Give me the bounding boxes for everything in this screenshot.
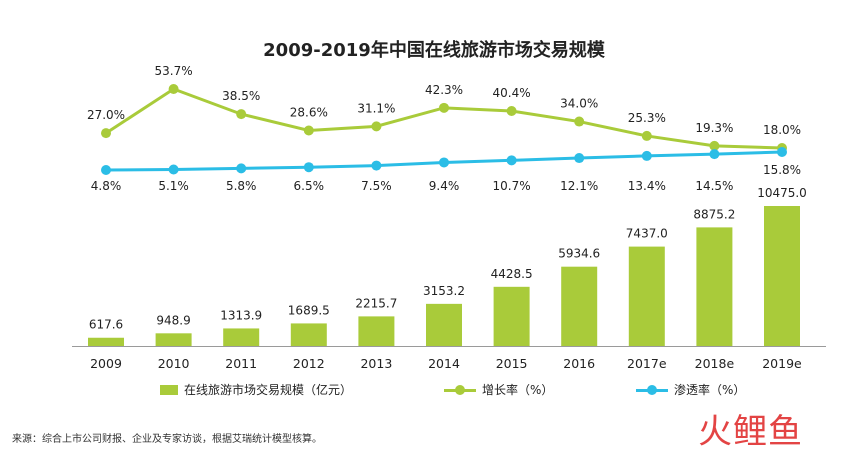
penetration-point-2009 [101,165,111,175]
bar-2014 [426,303,462,346]
growth-label-2016: 34.0% [560,97,598,111]
penetration-label-2019e: 15.8% [763,163,801,177]
penetration-label-2010: 5.1% [158,179,189,193]
bar-label-2013: 2215.7 [355,296,397,310]
penetration-label-2018e: 14.5% [695,179,733,193]
legend-label-growth: 增长率（%） [482,383,554,397]
growth-line [105,87,783,150]
penetration-label-2013: 7.5% [361,179,392,193]
legend-swatch-growth [444,384,476,396]
x-tick-2009: 2009 [90,356,122,371]
growth-point-2016 [574,116,585,127]
x-tick-2010: 2010 [158,356,190,371]
penetration-point-2011 [236,163,247,174]
legend-swatch-penetration [636,384,668,396]
penetration-point-2010 [168,164,179,175]
growth-label-2014: 42.3% [425,83,463,97]
x-tick-2019e: 2019e [762,356,802,371]
x-tick-2014: 2014 [428,356,460,371]
bar-2013 [358,316,395,346]
growth-point-2012 [303,125,314,136]
growth-label-2018e: 19.3% [695,121,733,135]
bar-label-2019e: 10475.0 [757,186,807,200]
penetration-label-2011: 5.8% [226,179,257,193]
bar-2016 [561,266,598,346]
legend-item-growth: 增长率（%） [444,381,553,398]
legend-label-penetration: 渗透率（%） [674,383,746,397]
source-note: 来源：综合上市公司财报、企业及专家访谈，根据艾瑞统计模型核算。 [12,434,322,445]
penetration-point-2017e [641,150,652,161]
bar-label-2014: 3153.2 [423,284,465,298]
brand-logo: 火鲤鱼 [698,412,803,452]
growth-point-2014 [439,102,449,113]
bar-2012 [290,323,327,346]
penetration-point-2018e [709,149,720,160]
penetration-point-2015 [506,155,517,166]
penetration-point-2014 [439,157,449,168]
bar-label-2015: 4428.5 [491,267,533,281]
bar-2010 [155,333,192,346]
bar-2009 [88,337,124,346]
growth-point-2010 [168,84,179,94]
legend-label-bar: 在线旅游市场交易规模（亿元） [184,383,353,397]
bar-label-2011: 1313.9 [220,308,262,322]
growth-point-2011 [236,109,247,120]
growth-label-2012: 28.6% [290,105,328,119]
bar-2017e [628,246,665,346]
bar-label-2018e: 8875.2 [693,207,735,221]
bar-label-2017e: 7437.0 [626,227,668,241]
x-tick-2016: 2016 [563,356,595,371]
growth-label-2011: 38.5% [222,89,260,103]
growth-label-2010: 53.7% [155,64,193,78]
penetration-label-2014: 9.4% [429,179,460,193]
penetration-point-2016 [574,153,585,164]
penetration-label-2017e: 13.4% [628,179,666,193]
bar-label-2016: 5934.6 [558,247,600,261]
growth-point-2015 [506,105,517,116]
x-tick-2013: 2013 [360,356,392,371]
bar-2018e [696,227,733,346]
growth-point-2013 [371,121,382,132]
growth-label-2015: 40.4% [493,86,531,100]
bar-2015 [493,286,530,346]
bar-label-2012: 1689.5 [288,303,330,317]
bar-2019e [764,206,800,346]
growth-point-2017e [641,130,652,141]
x-tick-2012: 2012 [293,356,325,371]
penetration-point-2013 [371,160,382,171]
penetration-label-2015: 10.7% [493,179,531,193]
legend-item-bar: 在线旅游市场交易规模（亿元） [160,381,352,398]
growth-label-2009: 27.0% [87,108,125,122]
legend-item-penetration: 渗透率（%） [636,381,745,398]
x-tick-2011: 2011 [225,356,257,371]
penetration-label-2009: 4.8% [91,179,122,193]
penetration-label-2016: 12.1% [560,179,598,193]
x-tick-2015: 2015 [496,356,528,371]
bar-label-2009: 617.6 [89,318,123,332]
penetration-label-2012: 6.5% [294,179,325,193]
penetration-point-2019e [777,147,787,157]
x-tick-2018e: 2018e [695,356,735,371]
penetration-point-2012 [303,162,314,173]
chart-title: 2009-2019年中国在线旅游市场交易规模 [263,40,605,61]
bar-label-2010: 948.9 [156,313,190,327]
growth-point-2018e [709,140,720,151]
growth-label-2013: 31.1% [357,101,395,115]
legend-swatch-bar [160,384,178,395]
growth-label-2017e: 25.3% [628,111,666,125]
x-tick-2017e: 2017e [627,356,667,371]
growth-label-2019e: 18.0% [763,123,801,137]
growth-point-2009 [101,128,111,139]
bar-2011 [223,328,260,346]
